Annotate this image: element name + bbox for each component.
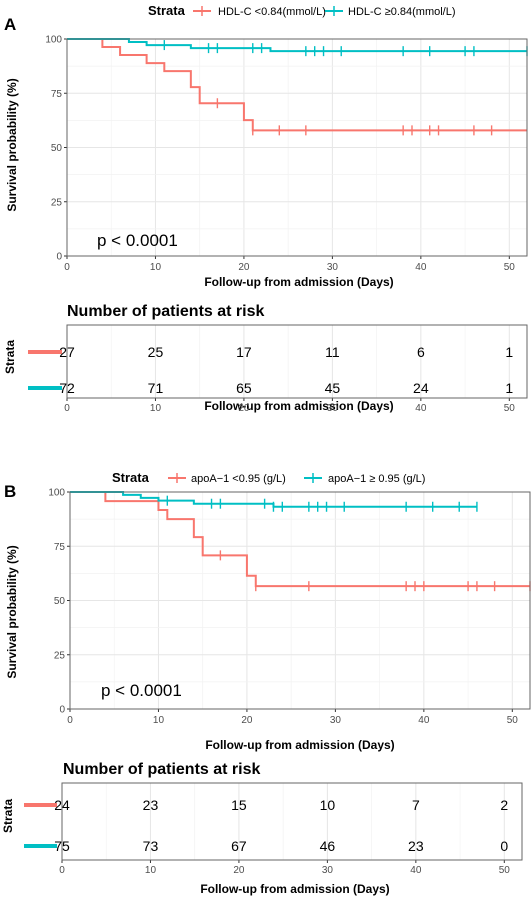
risk-b-cell-teal: 23 xyxy=(408,838,424,854)
risk-a-x-tick-label: 0 xyxy=(64,403,70,414)
risk-table-a-x-axis-title: Follow-up from admission (Days) xyxy=(204,399,393,413)
panel-b-y-tick-label: 75 xyxy=(54,542,66,553)
panel-b-y-tick-label: 25 xyxy=(54,650,66,661)
panel-a-y-tick-label: 50 xyxy=(51,143,63,154)
panel-b-letter: B xyxy=(4,482,16,501)
panel-b-legend-label-teal: apoA−1 ≥ 0.95 (g/L) xyxy=(328,473,425,485)
panel-b-y-axis-title: Survival probability (%) xyxy=(5,545,19,678)
km-panel-b: B Strata apoA−1 <0.95 (g/L) apoA−1 ≥ 0.9… xyxy=(4,470,531,752)
panel-a-y-tick-label: 0 xyxy=(56,252,62,263)
panel-b-legend-title: Strata xyxy=(112,470,150,485)
risk-b-cell-teal: 46 xyxy=(320,838,336,854)
risk-table-b-strata-label: Strata xyxy=(1,799,15,833)
risk-a-cell-red: 6 xyxy=(417,344,425,360)
risk-a-x-tick-label: 40 xyxy=(415,403,427,414)
panel-b-x-axis-title: Follow-up from admission (Days) xyxy=(205,738,394,752)
risk-b-cell-red: 15 xyxy=(231,797,247,813)
risk-table-b: Number of patients at risk Strata Follow… xyxy=(1,761,523,896)
risk-a-cell-teal: 71 xyxy=(148,380,164,396)
panel-b-plot-frame xyxy=(69,491,531,710)
panel-a-legend-teal-key xyxy=(325,6,343,16)
risk-a-cell-teal: 1 xyxy=(505,380,513,396)
panel-a-y-tick-label: 75 xyxy=(51,89,63,100)
panel-a-legend-label-red: HDL-C <0.84(mmol/L) xyxy=(218,6,326,18)
panel-a-series-teal-line xyxy=(67,38,527,53)
panel-a-legend-red-key xyxy=(193,6,211,16)
panel-a-x-tick-label: 40 xyxy=(415,262,427,273)
panel-b-y-tick-label: 0 xyxy=(59,705,65,716)
risk-b-x-tick-label: 10 xyxy=(145,865,157,876)
panel-a-plot: 0 10 20 30 40 50 0 25 50 75 100 xyxy=(45,35,528,273)
risk-table-a-strata-label: Strata xyxy=(3,340,17,374)
panel-a-p-value: p < 0.0001 xyxy=(97,231,178,250)
panel-a-x-tick-label: 30 xyxy=(327,262,339,273)
risk-a-cell-red: 1 xyxy=(505,344,513,360)
risk-a-cell-teal: 45 xyxy=(325,380,341,396)
panel-b-x-tick-label: 20 xyxy=(241,715,253,726)
panel-a-letter: A xyxy=(4,15,16,34)
risk-table-a: Number of patients at risk Strata Follow… xyxy=(3,303,528,414)
panel-b-legend-teal-key xyxy=(304,473,322,483)
panel-b-legend-label-red: apoA−1 <0.95 (g/L) xyxy=(191,473,286,485)
panel-b-x-tick-label: 10 xyxy=(153,715,165,726)
panel-a-x-tick-label: 50 xyxy=(504,262,516,273)
risk-b-cell-red: 7 xyxy=(412,797,420,813)
panel-b-legend-red-key xyxy=(168,473,186,483)
panel-a-legend-label-teal: HDL-C ≥0.84(mmol/L) xyxy=(348,6,456,18)
risk-b-x-tick-label: 50 xyxy=(499,865,511,876)
risk-b-x-tick-label: 40 xyxy=(410,865,422,876)
panel-b-p-value: p < 0.0001 xyxy=(101,681,182,700)
risk-b-cell-red: 2 xyxy=(500,797,508,813)
risk-b-cell-teal: 67 xyxy=(231,838,247,854)
panel-a-y-tick-label: 100 xyxy=(45,35,62,46)
panel-a-x-axis-title: Follow-up from admission (Days) xyxy=(204,275,393,289)
risk-a-x-tick-label: 30 xyxy=(327,403,339,414)
panel-b-x-tick-label: 30 xyxy=(330,715,342,726)
panel-a-legend-title: Strata xyxy=(148,3,186,18)
panel-b-x-tick-label: 40 xyxy=(418,715,430,726)
risk-a-cell-teal: 24 xyxy=(413,380,429,396)
panel-a-series-red-line xyxy=(67,38,527,132)
risk-b-x-tick-label: 30 xyxy=(322,865,334,876)
km-panel-a: A Strata HDL-C <0.84(mmol/L) HDL-C ≥0.84… xyxy=(4,3,528,289)
risk-a-x-tick-label: 50 xyxy=(504,403,516,414)
risk-b-x-tick-label: 0 xyxy=(59,865,65,876)
risk-b-cell-red: 23 xyxy=(143,797,159,813)
panel-b-series-red-line xyxy=(70,491,530,588)
risk-b-cell-red: 10 xyxy=(320,797,336,813)
panel-b-plot: 0 10 20 30 40 50 0 25 50 75 100 xyxy=(48,488,531,726)
panel-a-y-tick-label: 25 xyxy=(51,197,63,208)
risk-table-b-title: Number of patients at risk xyxy=(63,761,260,778)
panel-b-x-tick-label: 50 xyxy=(507,715,519,726)
panel-a-x-tick-label: 0 xyxy=(64,262,70,273)
risk-a-cell-red: 25 xyxy=(148,344,164,360)
risk-b-cell-teal: 0 xyxy=(500,838,508,854)
risk-table-b-x-axis-title: Follow-up from admission (Days) xyxy=(200,882,389,896)
panel-a-x-tick-label: 10 xyxy=(150,262,162,273)
risk-table-a-title: Number of patients at risk xyxy=(67,303,264,320)
risk-b-table-frame xyxy=(61,782,523,861)
panel-a-plot-frame xyxy=(66,38,528,257)
risk-b-x-tick-label: 20 xyxy=(233,865,245,876)
risk-b-cell-teal: 73 xyxy=(143,838,159,854)
panel-b-x-tick-label: 0 xyxy=(67,715,73,726)
panel-b-y-tick-label: 100 xyxy=(48,488,65,499)
risk-a-table-frame xyxy=(66,324,528,399)
panel-a-y-axis-title: Survival probability (%) xyxy=(5,78,19,211)
risk-a-x-tick-label: 20 xyxy=(238,403,250,414)
risk-a-cell-red: 11 xyxy=(325,344,340,360)
risk-a-cell-red: 17 xyxy=(236,344,252,360)
risk-a-cell-teal: 65 xyxy=(236,380,252,396)
panel-a-x-tick-label: 20 xyxy=(238,262,250,273)
panel-b-y-tick-label: 50 xyxy=(54,596,66,607)
risk-a-x-tick-label: 10 xyxy=(150,403,162,414)
